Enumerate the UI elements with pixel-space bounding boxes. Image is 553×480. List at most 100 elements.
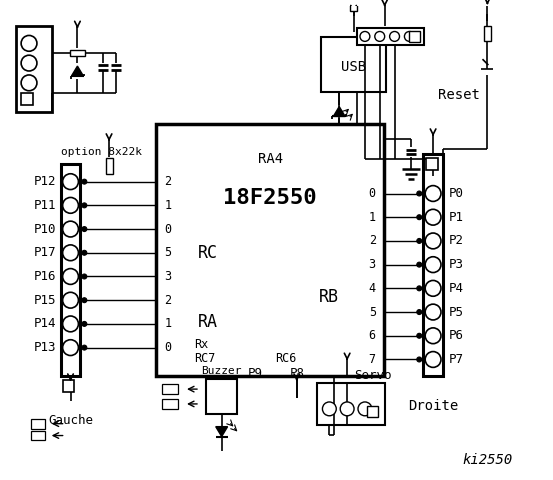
Circle shape [425,186,441,202]
Bar [484,25,491,41]
Circle shape [425,304,441,320]
Circle shape [425,328,441,344]
Polygon shape [71,66,84,76]
Text: Droite: Droite [408,399,458,413]
Circle shape [425,257,441,273]
Circle shape [360,32,370,41]
Text: RC7: RC7 [194,352,215,365]
Text: 1: 1 [369,211,376,224]
Bar [317,383,385,425]
Circle shape [390,32,399,41]
Text: USB: USB [341,60,366,74]
Text: 1: 1 [164,317,171,330]
Bar [62,380,75,392]
Text: P10: P10 [34,223,57,236]
Bar [163,384,178,394]
Text: 5: 5 [369,306,376,319]
Bar [106,158,112,174]
Text: Buzzer: Buzzer [201,366,242,376]
Bar [357,27,424,45]
Circle shape [62,245,79,261]
Bar [70,50,85,56]
Text: P12: P12 [34,175,57,188]
Bar [16,25,52,112]
Text: RC: RC [198,244,218,262]
Text: P14: P14 [34,317,57,330]
Circle shape [358,402,372,416]
Text: P11: P11 [34,199,57,212]
Polygon shape [216,427,228,436]
Bar [350,0,357,11]
Text: P4: P4 [449,282,464,295]
Circle shape [417,310,422,314]
Text: P3: P3 [449,258,464,271]
Circle shape [425,351,441,367]
Text: P6: P6 [449,329,464,342]
Bar [321,37,385,92]
Text: 4: 4 [369,282,376,295]
Text: P7: P7 [449,353,464,366]
Text: ki2550: ki2550 [462,453,513,467]
Circle shape [417,286,422,291]
Bar [423,154,443,376]
Circle shape [417,191,422,196]
Circle shape [425,233,441,249]
Text: RA: RA [198,313,218,331]
Bar [367,406,378,417]
Circle shape [62,316,79,332]
Text: P1: P1 [449,211,464,224]
Circle shape [62,269,79,284]
Bar [206,379,237,414]
Circle shape [322,402,336,416]
Text: 2: 2 [369,234,376,247]
Text: 6: 6 [369,329,376,342]
Polygon shape [333,107,345,117]
Circle shape [425,209,441,225]
Bar [409,32,420,42]
Circle shape [82,274,87,279]
Circle shape [375,32,385,41]
Text: 3: 3 [369,258,376,271]
Text: P15: P15 [34,294,57,307]
Circle shape [417,262,422,267]
Circle shape [425,280,441,296]
Circle shape [417,239,422,243]
Text: 7: 7 [369,353,376,366]
Text: P0: P0 [449,187,464,200]
Text: Reset: Reset [437,88,479,102]
Text: RC6: RC6 [275,352,296,365]
Circle shape [82,322,87,326]
Text: P17: P17 [34,246,57,259]
Bar [31,419,45,429]
Circle shape [21,55,37,71]
Text: 5: 5 [164,246,171,259]
Text: 0: 0 [164,341,171,354]
Bar [426,158,438,170]
Text: 0: 0 [369,187,376,200]
Circle shape [82,179,87,184]
Text: 0: 0 [164,223,171,236]
Circle shape [62,292,79,308]
Text: P13: P13 [34,341,57,354]
Circle shape [62,197,79,213]
Text: 3: 3 [164,270,171,283]
Circle shape [340,402,354,416]
Text: 2: 2 [164,175,171,188]
Text: P9: P9 [248,367,263,380]
Circle shape [82,298,87,303]
Text: Gauche: Gauche [48,414,93,427]
Text: Servo: Servo [354,369,392,382]
Bar [61,164,80,376]
Circle shape [82,203,87,208]
Bar [156,124,384,376]
Circle shape [82,250,87,255]
Bar [21,93,33,105]
Text: P2: P2 [449,234,464,247]
Text: RB: RB [319,288,339,306]
Bar [31,431,45,441]
Circle shape [62,174,79,190]
Text: 1: 1 [164,199,171,212]
Circle shape [404,32,414,41]
Text: Rx: Rx [194,338,208,351]
Text: RA4: RA4 [258,152,283,166]
